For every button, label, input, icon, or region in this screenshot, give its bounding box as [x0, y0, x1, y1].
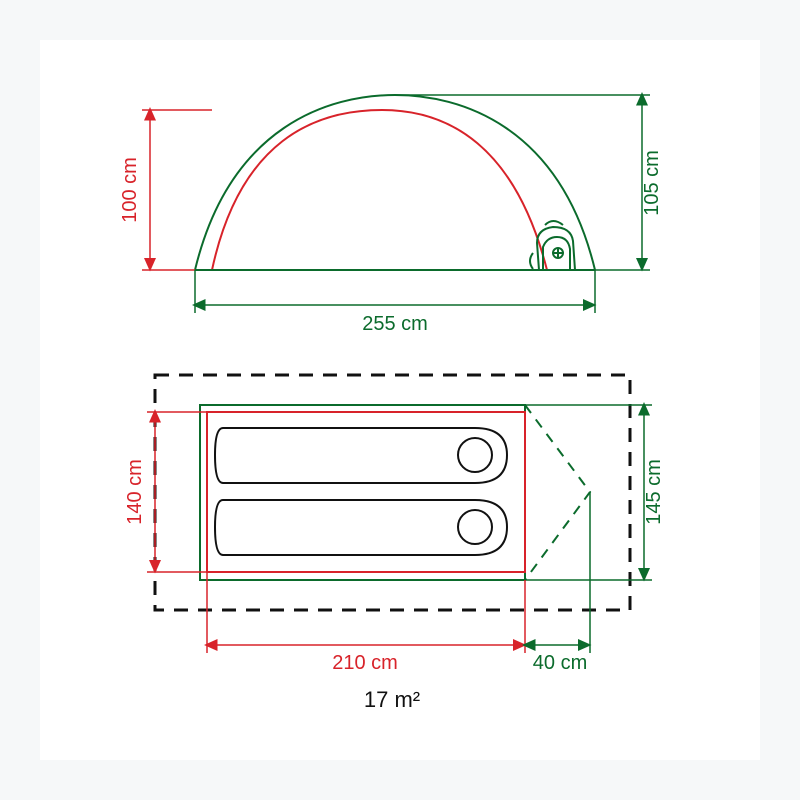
tent-dimensions-diagram: 100 cm 105 cm 255 cm: [40, 40, 760, 760]
label-vestibule: 40 cm: [533, 652, 587, 674]
label-area: 17 m²: [364, 687, 420, 712]
label-outer-width: 255 cm: [362, 313, 428, 335]
label-outer-height: 105 cm: [641, 150, 663, 216]
label-inner-floor-width: 140 cm: [124, 459, 146, 525]
label-inner-length: 210 cm: [332, 652, 398, 674]
label-inner-height: 100 cm: [119, 157, 141, 223]
canvas-bg: [40, 40, 760, 760]
label-outer-floor-width: 145 cm: [643, 459, 665, 525]
